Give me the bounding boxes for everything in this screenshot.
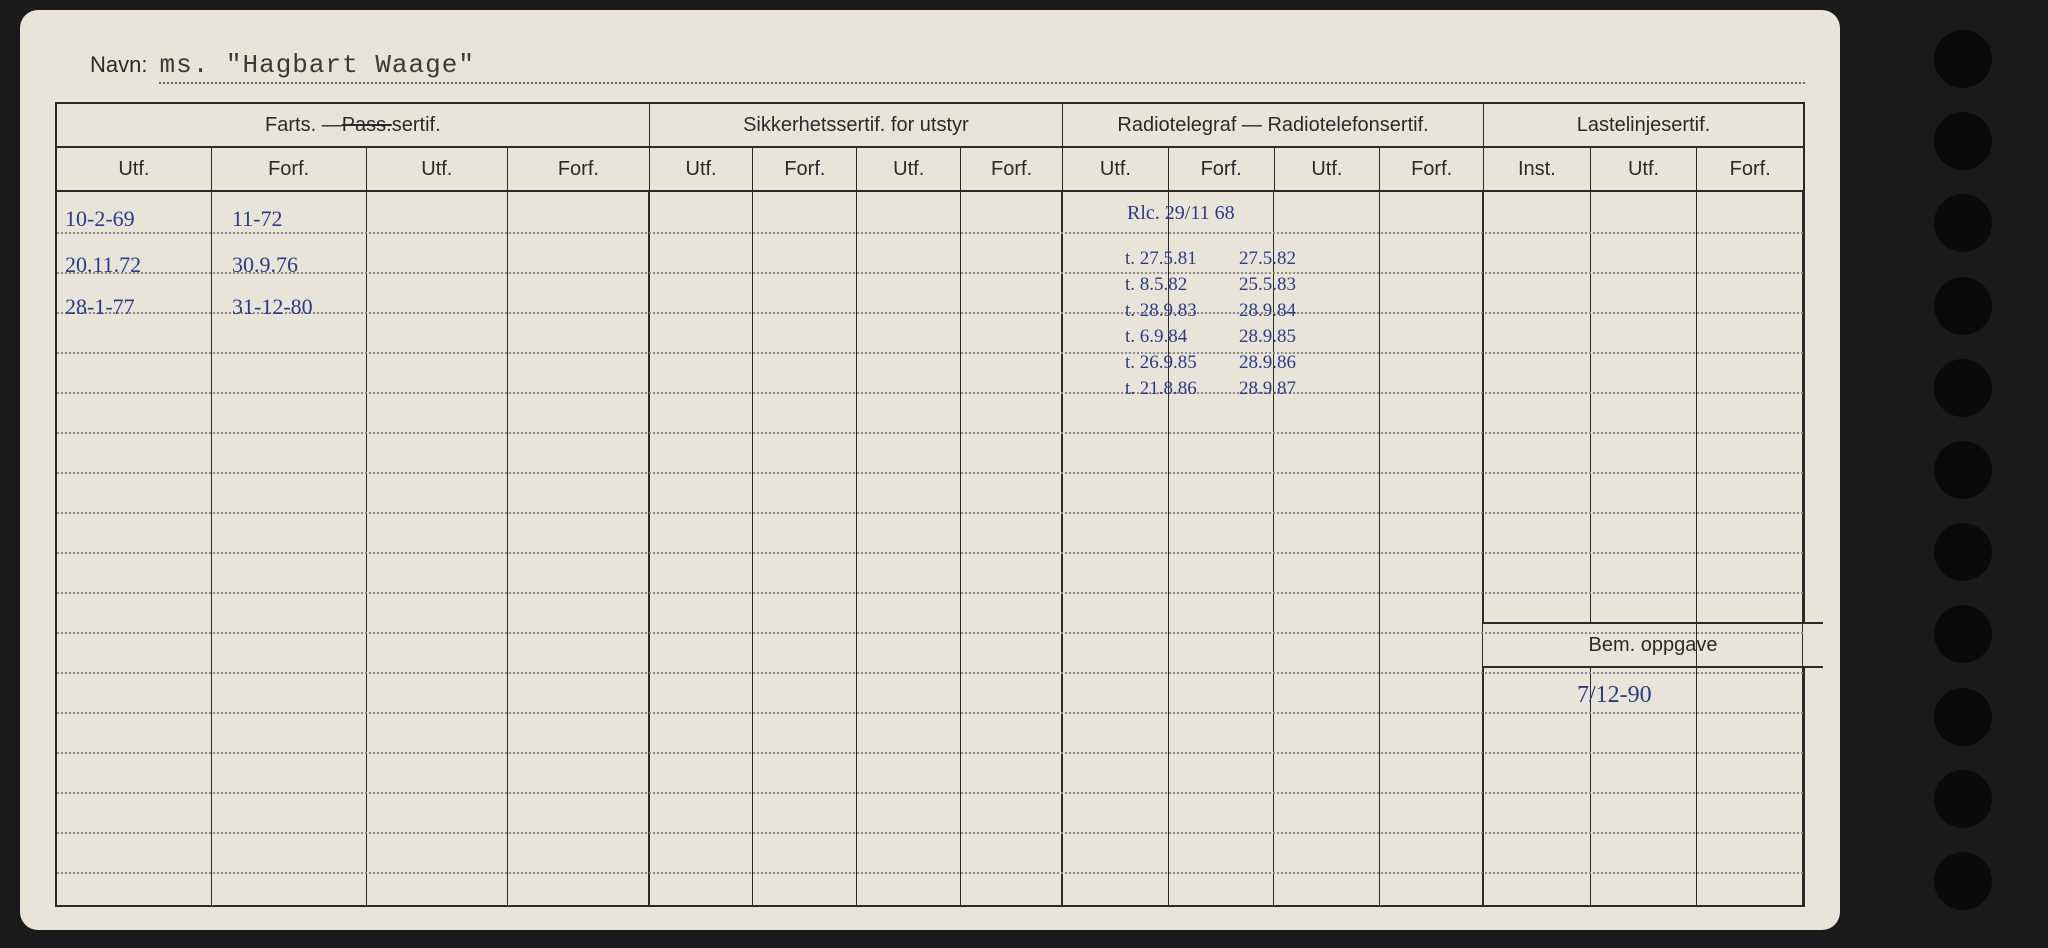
binder-hole-icon <box>1934 30 1992 88</box>
farts-post: sertif. <box>392 114 441 137</box>
sub-forf: Forf. <box>508 148 650 190</box>
radio-utf-3: t. 6.9.84 <box>1125 326 1187 348</box>
sub-utf: Utf. <box>57 148 212 190</box>
col <box>1697 192 1803 905</box>
radio-forf-0: 27.5.82 <box>1239 248 1296 270</box>
farts-forf-2: 31-12-80 <box>232 294 313 320</box>
col: Bem. oppgave <box>1484 192 1591 905</box>
navn-label: Navn: <box>90 52 147 78</box>
sub-forf: Forf. <box>753 148 857 190</box>
section-sikker: Sikkerhetssertif. for utstyr <box>650 104 1063 146</box>
record-card: Navn: ms. "Hagbart Waage" Farts. — Pass.… <box>20 10 1840 930</box>
radio-forf-2: 28.9.84 <box>1239 300 1296 322</box>
binder-hole-icon <box>1934 277 1992 335</box>
radio-forf-4: 28.9.86 <box>1239 352 1296 374</box>
section-laste: Lastelinjesertif. <box>1484 104 1803 146</box>
section-farts: Farts. — Pass. sertif. <box>57 104 650 146</box>
binder-hole-icon <box>1934 852 1992 910</box>
binder-hole-icon <box>1934 441 1992 499</box>
section-radio: Radiotelegraf — Radiotelefonsertif. <box>1063 104 1484 146</box>
sub-forf: Forf. <box>212 148 367 190</box>
binder-hole-icon <box>1934 194 1992 252</box>
sub-forf: Forf. <box>1380 148 1484 190</box>
sub-forf: Forf. <box>1169 148 1275 190</box>
farts-forf-1: 30.9.76 <box>232 252 298 278</box>
radio-utf-5: t. 21.8.86 <box>1125 378 1197 400</box>
sub-utf: Utf. <box>650 148 754 190</box>
sub-utf: Utf. <box>1591 148 1698 190</box>
radio-utf-0: t. 27.5.81 <box>1125 248 1197 270</box>
binder-hole-icon <box>1934 688 1992 746</box>
col <box>857 192 961 905</box>
farts-utf-1: 20.11.72 <box>65 252 141 278</box>
sub-utf: Utf. <box>1275 148 1381 190</box>
col <box>508 192 650 905</box>
col <box>1274 192 1380 905</box>
navn-row: Navn: ms. "Hagbart Waage" <box>55 50 1805 84</box>
binder-hole-icon <box>1934 770 1992 828</box>
header-row-subcols: Utf. Forf. Utf. Forf. Utf. Forf. Utf. Fo… <box>57 148 1803 192</box>
col <box>367 192 509 905</box>
col <box>1063 192 1169 905</box>
grid-body: Bem. oppgave 10-2-69 11-72 20.11.72 30.9… <box>57 192 1803 905</box>
farts-forf-0: 11-72 <box>232 206 283 232</box>
sub-utf: Utf. <box>1063 148 1169 190</box>
binder-hole-icon <box>1934 359 1992 417</box>
sub-forf: Forf. <box>961 148 1063 190</box>
sub-inst: Inst. <box>1484 148 1591 190</box>
farts-pre: Farts. — <box>265 114 342 137</box>
col <box>961 192 1063 905</box>
sub-utf: Utf. <box>367 148 509 190</box>
bem-entry: 7/12-90 <box>1577 682 1652 709</box>
col <box>1169 192 1275 905</box>
farts-strike: Pass. <box>342 114 392 137</box>
sub-forf: Forf. <box>1697 148 1803 190</box>
radio-forf-3: 28.9.85 <box>1239 326 1296 348</box>
radio-forf-1: 25.5.83 <box>1239 274 1296 296</box>
farts-utf-2: 28-1-77 <box>65 294 135 320</box>
col <box>753 192 857 905</box>
binder-hole-icon <box>1934 523 1992 581</box>
header-row-sections: Farts. — Pass. sertif. Sikkerhetssertif.… <box>57 104 1803 148</box>
radio-utf-4: t. 26.9.85 <box>1125 352 1197 374</box>
binder-hole-icon <box>1934 112 1992 170</box>
sub-utf: Utf. <box>857 148 961 190</box>
navn-value: ms. "Hagbart Waage" <box>159 50 1805 84</box>
farts-utf-0: 10-2-69 <box>65 206 135 232</box>
radio-header: Rlc. 29/11 68 <box>1127 202 1235 225</box>
certificate-grid: Farts. — Pass. sertif. Sikkerhetssertif.… <box>55 102 1805 907</box>
col <box>1591 192 1698 905</box>
radio-utf-1: t. 8.5.82 <box>1125 274 1187 296</box>
binder-holes <box>1923 30 2003 910</box>
binder-hole-icon <box>1934 605 1992 663</box>
col <box>650 192 754 905</box>
radio-forf-5: 28.9.87 <box>1239 378 1296 400</box>
radio-utf-2: t. 28.9.83 <box>1125 300 1197 322</box>
col <box>1380 192 1484 905</box>
